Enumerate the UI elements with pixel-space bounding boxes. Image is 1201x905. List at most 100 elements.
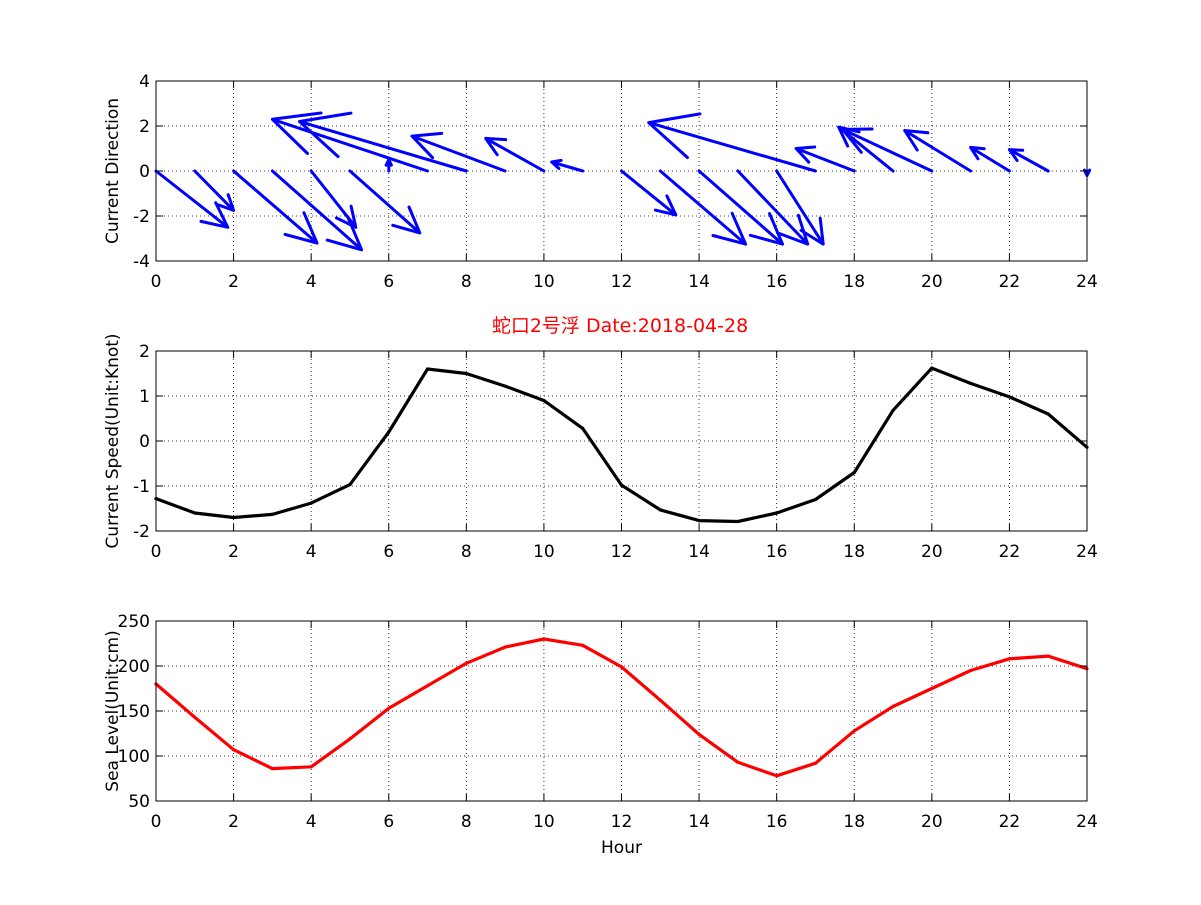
x-tick-label: 10 xyxy=(533,812,555,832)
x-axis-label: Hour xyxy=(601,838,642,858)
data-point xyxy=(309,501,313,505)
data-point xyxy=(503,384,507,388)
y-tick-label: -1 xyxy=(133,477,150,497)
data-point xyxy=(581,643,585,647)
x-tick-label: 14 xyxy=(688,812,710,832)
data-point xyxy=(193,511,197,515)
y-tick-label: 1 xyxy=(139,387,150,407)
x-tick-label: 12 xyxy=(611,272,633,292)
x-tick-label: 0 xyxy=(151,812,162,832)
y-tick-label: 250 xyxy=(118,612,150,632)
x-tick-label: 14 xyxy=(688,542,710,562)
data-point xyxy=(891,408,895,412)
current-arrow xyxy=(794,145,856,173)
x-tick-label: 22 xyxy=(999,272,1021,292)
x-tick-label: 2 xyxy=(228,542,239,562)
y-tick-label: -4 xyxy=(133,252,150,272)
data-point xyxy=(1046,412,1050,416)
x-tick-label: 24 xyxy=(1076,272,1098,292)
x-tick-label: 4 xyxy=(306,542,317,562)
data-point xyxy=(969,668,973,673)
current-arrow xyxy=(309,169,358,229)
x-tick-label: 6 xyxy=(383,812,394,832)
data-point xyxy=(969,381,973,385)
y-tick-label: 100 xyxy=(118,747,150,767)
current-arrow xyxy=(647,112,817,173)
data-point xyxy=(619,483,624,487)
data-point xyxy=(775,774,779,778)
x-tick-label: 16 xyxy=(766,812,788,832)
data-point xyxy=(542,398,546,403)
x-tick-label: 4 xyxy=(306,812,317,832)
current-arrow xyxy=(736,169,810,246)
current-arrow xyxy=(270,169,364,252)
x-tick-label: 22 xyxy=(999,812,1021,832)
y-tick-label: 4 xyxy=(139,72,150,92)
x-tick-label: 24 xyxy=(1076,812,1098,832)
current-arrow xyxy=(484,136,546,173)
x-tick-label: 24 xyxy=(1076,542,1098,562)
x-tick-label: 18 xyxy=(843,542,865,562)
current-arrow xyxy=(384,158,393,173)
current-arrow xyxy=(550,158,585,173)
data-point xyxy=(231,515,236,520)
data-point xyxy=(658,508,662,512)
x-tick-label: 0 xyxy=(151,542,162,562)
data-point xyxy=(1007,395,1012,399)
data-point xyxy=(813,497,818,502)
x-tick-label: 16 xyxy=(766,542,788,562)
x-tick-label: 8 xyxy=(461,812,472,832)
data-point xyxy=(464,661,468,665)
x-tick-label: 8 xyxy=(461,542,472,562)
data-point xyxy=(775,511,779,515)
data-point xyxy=(697,519,701,523)
y-tick-label: -2 xyxy=(133,207,150,227)
x-tick-label: 0 xyxy=(151,272,162,292)
current-arrow xyxy=(298,111,468,173)
current-arrow xyxy=(154,169,230,229)
data-point xyxy=(852,729,856,733)
data-point xyxy=(736,519,740,524)
data-point xyxy=(697,732,701,737)
data-point xyxy=(1007,657,1012,661)
current-arrow xyxy=(903,129,973,173)
data-point xyxy=(930,366,934,370)
current-arrow xyxy=(1007,148,1050,173)
x-tick-label: 12 xyxy=(611,812,633,832)
current-arrow xyxy=(193,169,236,212)
x-tick-label: 6 xyxy=(383,542,394,562)
x-tick-label: 12 xyxy=(611,542,633,562)
data-point xyxy=(270,767,274,771)
current-arrow xyxy=(697,169,784,246)
x-tick-label: 4 xyxy=(306,272,317,292)
x-tick-label: 2 xyxy=(228,812,239,832)
data-point xyxy=(619,665,624,669)
y-tick-label: 200 xyxy=(118,657,150,677)
data-point xyxy=(658,698,662,702)
series-line xyxy=(154,637,1088,778)
x-tick-label: 16 xyxy=(766,272,788,292)
x-tick-label: 18 xyxy=(843,272,865,292)
data-point xyxy=(1046,654,1050,658)
data-point xyxy=(348,483,352,487)
y-tick-label: 150 xyxy=(118,702,150,722)
x-tick-label: 10 xyxy=(533,272,555,292)
data-point xyxy=(270,512,274,516)
x-tick-label: 22 xyxy=(999,542,1021,562)
data-point xyxy=(387,706,391,710)
x-tick-label: 10 xyxy=(533,542,555,562)
data-point xyxy=(813,761,818,765)
current-arrow xyxy=(969,145,1011,173)
x-tick-label: 20 xyxy=(921,272,943,292)
y-tick-label: 50 xyxy=(128,792,150,812)
data-point xyxy=(425,684,430,688)
current-arrow xyxy=(841,127,934,173)
figure-title: 蛇口2号浮 Date:2018-04-28 xyxy=(492,315,748,337)
current-arrow xyxy=(620,169,678,217)
current-arrow xyxy=(232,169,319,245)
